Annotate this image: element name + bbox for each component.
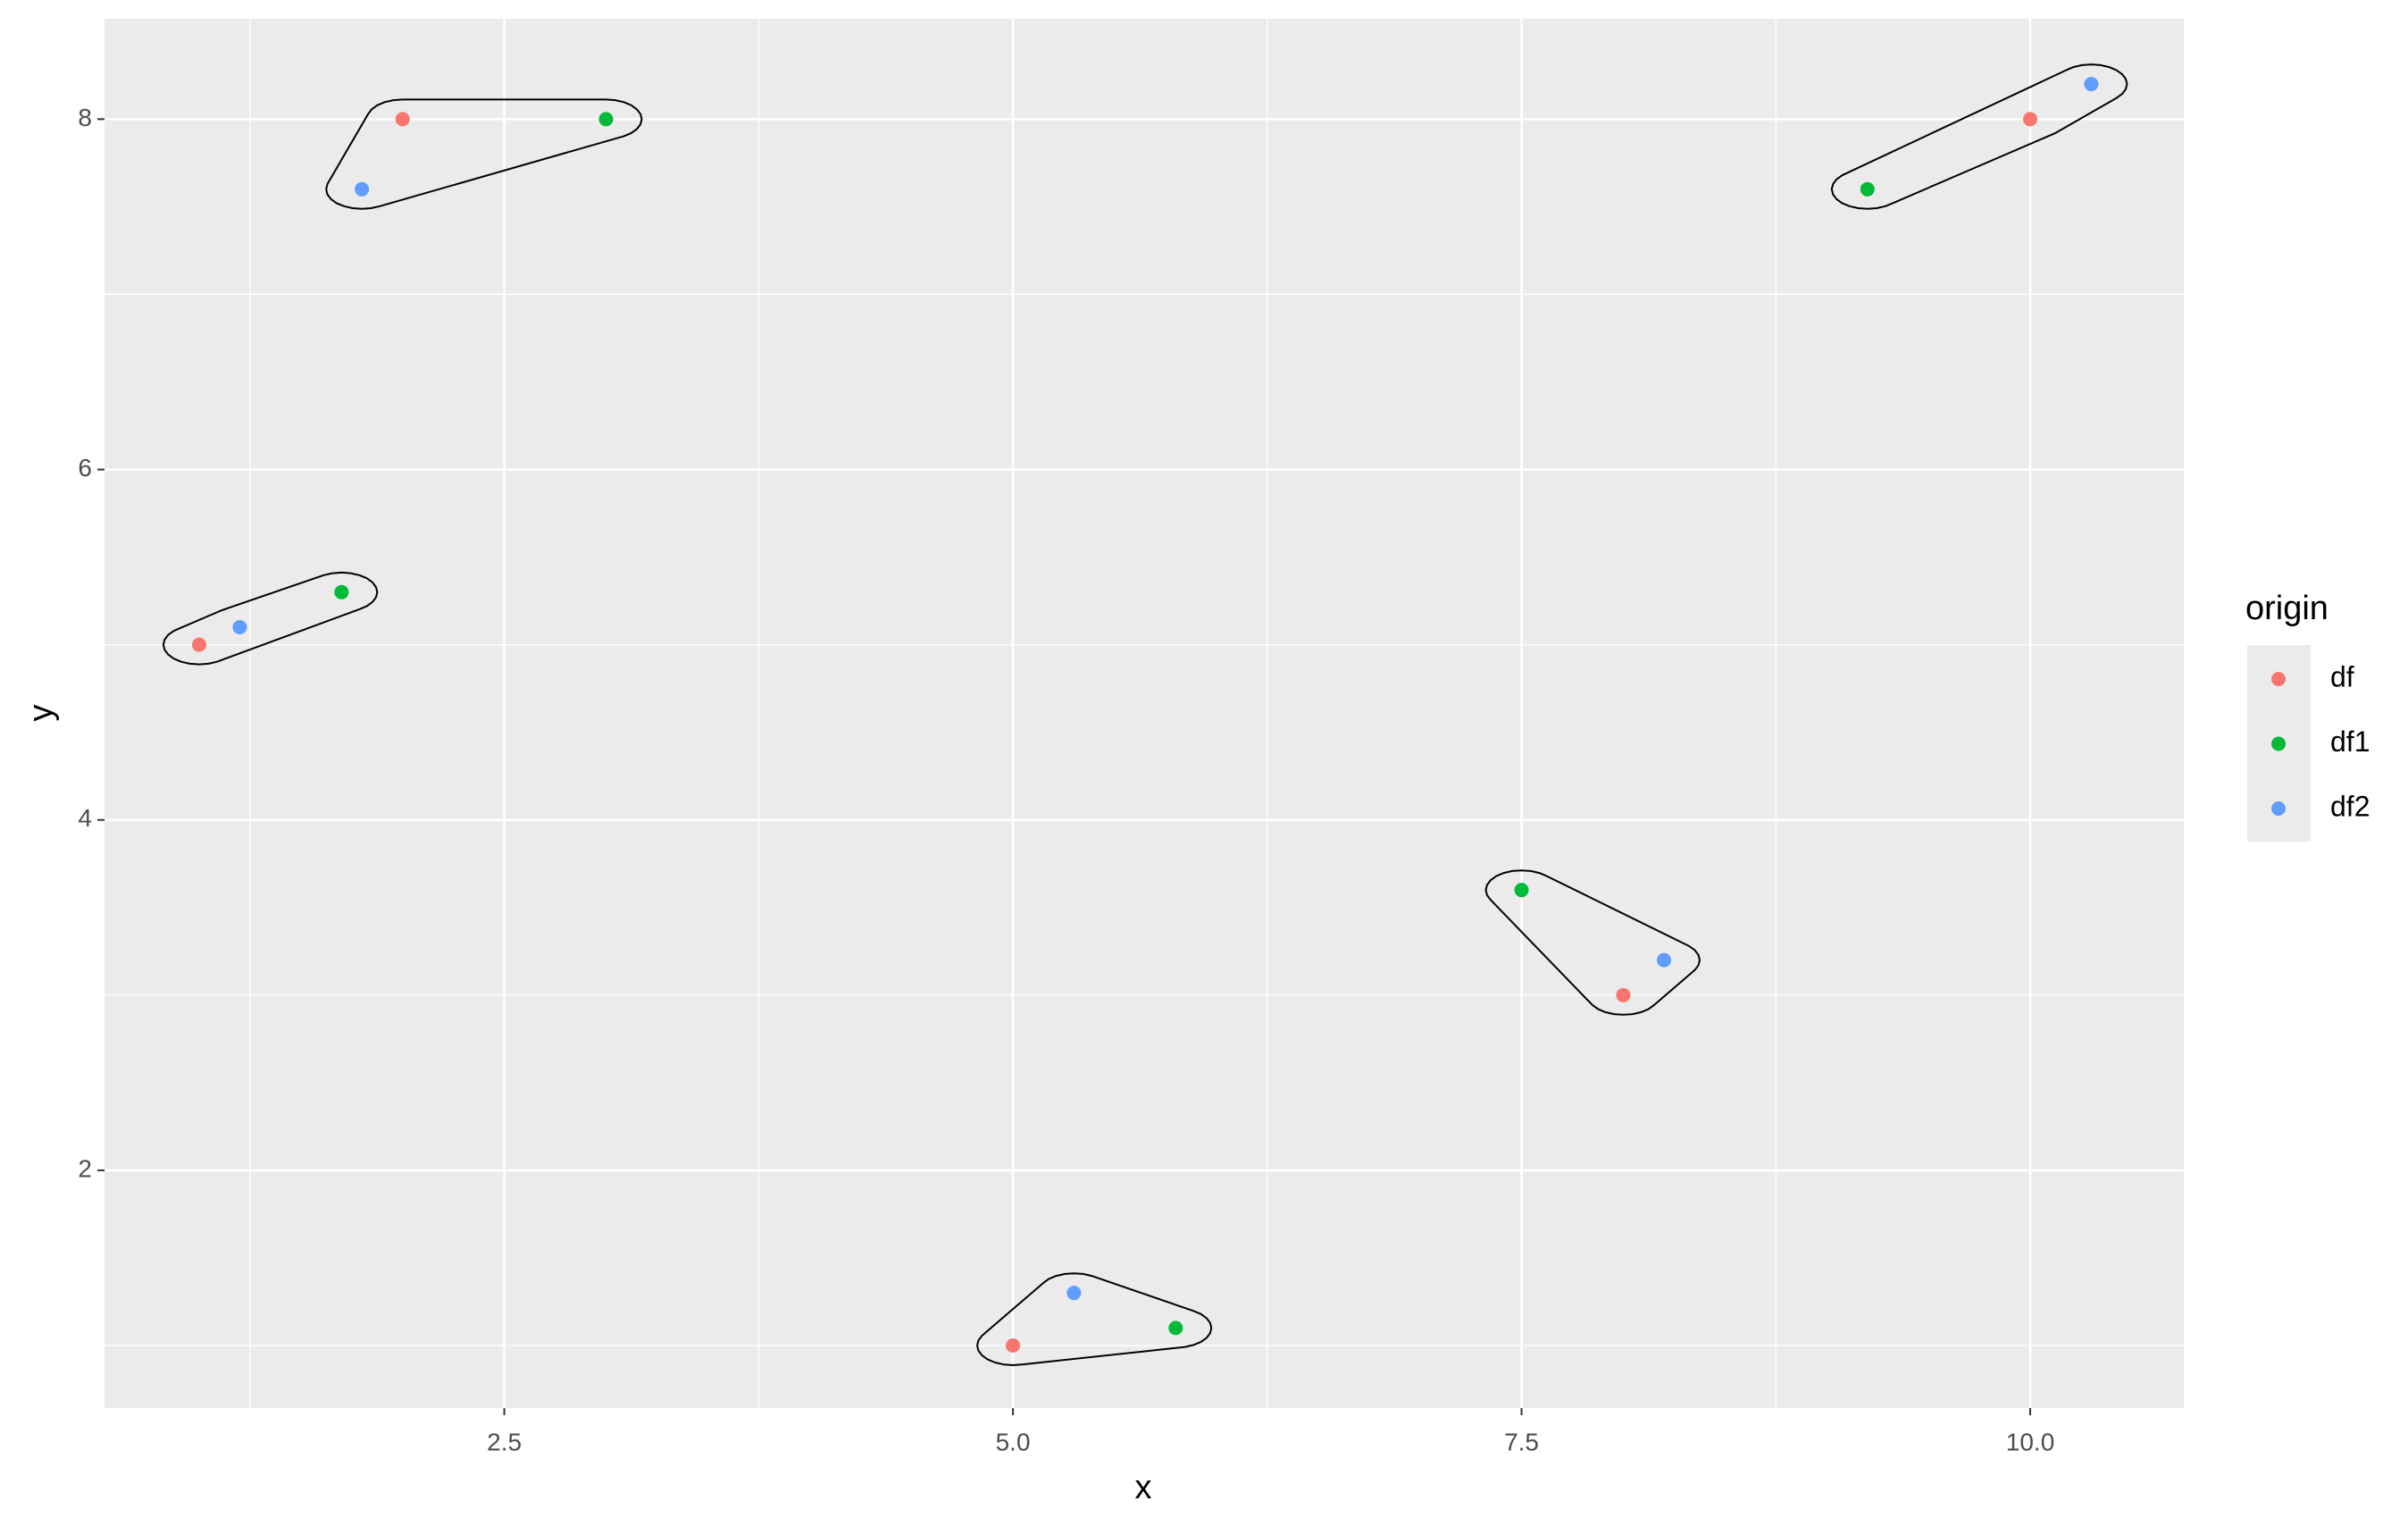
point [1168, 1321, 1183, 1336]
encircle [162, 571, 379, 666]
point [355, 181, 370, 197]
legend-title: origin [2245, 590, 2329, 627]
x-tick-label: 7.5 [1504, 1428, 1539, 1455]
legend-label: df1 [2330, 725, 2370, 758]
point [1860, 181, 1875, 197]
point [1066, 1286, 1082, 1301]
point [1514, 883, 1529, 898]
legend-label: df2 [2330, 790, 2370, 822]
y-tick-label: 4 [78, 804, 92, 832]
y-tick-label: 2 [78, 1154, 92, 1182]
encircle [1830, 63, 2128, 210]
encircles [162, 63, 2128, 1366]
panel-background [105, 19, 2184, 1408]
point [1657, 952, 1671, 968]
encircle [1484, 869, 1701, 1016]
legend-key [2271, 672, 2286, 686]
point [2023, 112, 2038, 127]
y-axis-title: y [22, 705, 60, 722]
point [232, 620, 247, 635]
legend-key [2271, 801, 2286, 816]
y-tick-label: 6 [78, 454, 92, 482]
legend: df df1 df2 [2247, 645, 2370, 842]
x-axis-title: x [1135, 1469, 1152, 1506]
y-tick-label: 8 [78, 104, 92, 131]
encircle [976, 1272, 1213, 1366]
legend-label: df [2330, 660, 2354, 692]
point [1006, 1337, 1021, 1353]
grid [105, 19, 2184, 1408]
legend-key [2271, 736, 2286, 751]
x-tick-label: 5.0 [996, 1428, 1031, 1455]
points [191, 77, 2099, 1353]
point [191, 637, 206, 652]
point [598, 112, 614, 127]
x-tick-label: 10.0 [2006, 1428, 2055, 1455]
x-tick-label: 2.5 [487, 1428, 522, 1455]
encircle [325, 98, 643, 210]
point [395, 112, 410, 127]
point [1616, 987, 1631, 1002]
point [2084, 77, 2099, 92]
point [334, 584, 349, 600]
